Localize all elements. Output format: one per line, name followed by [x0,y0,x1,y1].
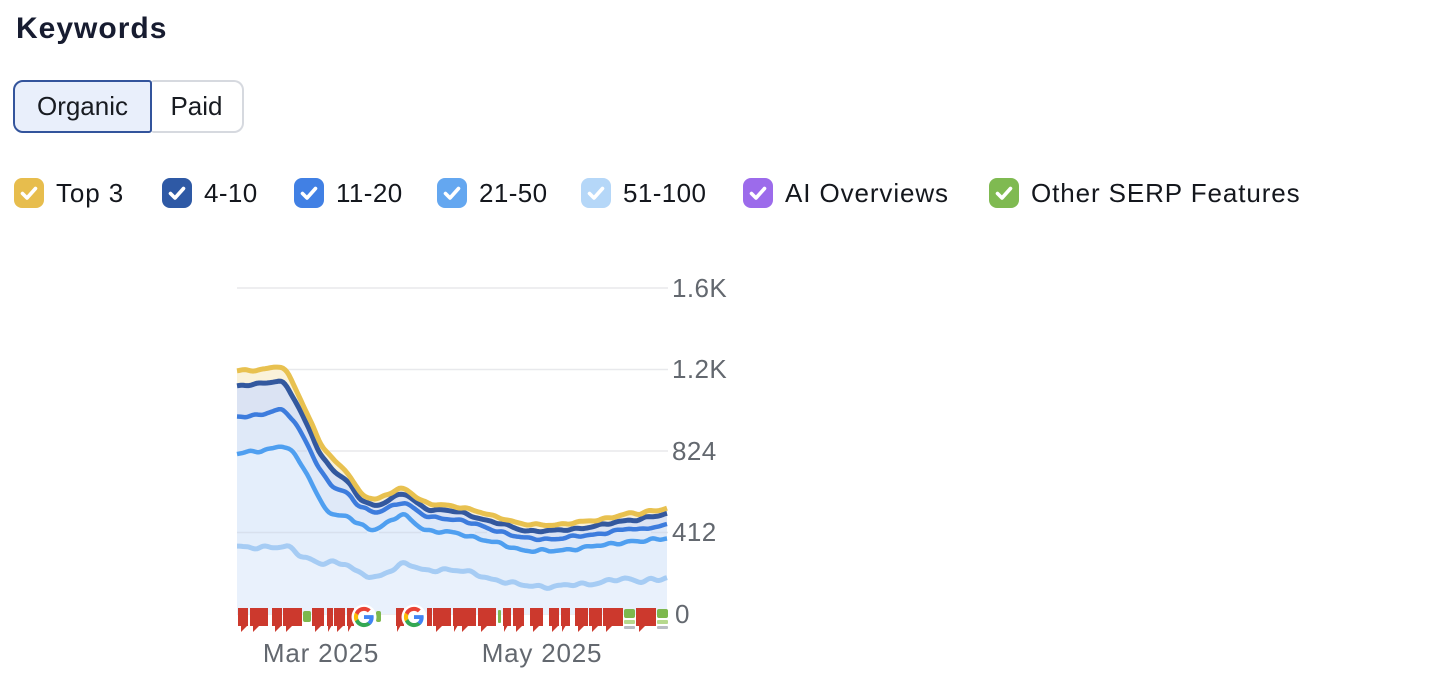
svg-text:412: 412 [672,517,717,547]
svg-text:1.2K: 1.2K [672,354,727,384]
svg-text:0: 0 [675,599,690,629]
svg-text:May 2025: May 2025 [482,638,603,668]
svg-text:824: 824 [672,436,717,466]
svg-text:Mar 2025: Mar 2025 [263,638,379,668]
svg-text:1.6K: 1.6K [672,273,727,303]
